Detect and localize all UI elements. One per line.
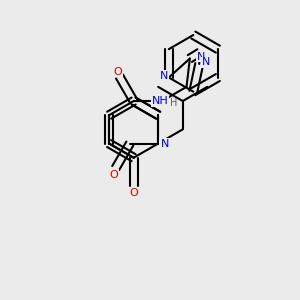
Text: H: H xyxy=(170,98,177,108)
Text: O: O xyxy=(113,67,122,76)
Text: N: N xyxy=(202,57,210,67)
Text: NH: NH xyxy=(152,96,169,106)
Text: N: N xyxy=(160,139,168,148)
Text: O: O xyxy=(129,188,138,198)
Text: N: N xyxy=(197,52,206,62)
Text: O: O xyxy=(110,170,118,180)
Text: N: N xyxy=(160,71,168,81)
Text: N: N xyxy=(161,139,169,148)
